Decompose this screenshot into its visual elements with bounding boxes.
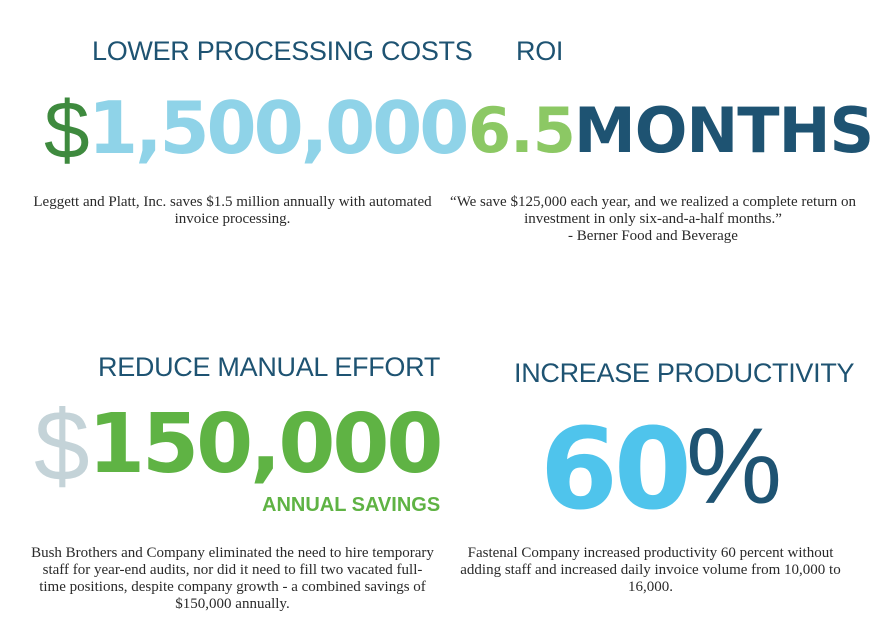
figure-months: MONTHS <box>574 94 874 167</box>
description-leggett-platt: Leggett and Platt, Inc. saves $1.5 milli… <box>33 194 432 227</box>
quote-berner: “We save $125,000 each year, and we real… <box>448 194 858 245</box>
description-fastenal: Fastenal Company increased productivity … <box>460 545 841 595</box>
figure-150000: 150,000 <box>88 397 443 492</box>
percent-sign: % <box>686 405 783 526</box>
heading-lower-processing-costs: LOWER PROCESSING COSTS <box>92 36 473 66</box>
heading-reduce-manual-effort: REDUCE MANUAL EFFORT <box>98 352 441 382</box>
figure-6-5: 6.5 <box>468 94 576 167</box>
dollar-sign-grey: $ <box>34 390 90 502</box>
figure-60: 60 <box>540 405 692 535</box>
quote-text: “We save $125,000 each year, and we real… <box>450 194 856 227</box>
quote-attribution: - Berner Food and Beverage <box>568 228 738 244</box>
heading-increase-productivity: INCREASE PRODUCTIVITY <box>514 358 855 388</box>
dollar-sign: $ <box>44 85 90 176</box>
annual-savings-label: ANNUAL SAVINGS <box>262 494 441 516</box>
description-bush-brothers: Bush Brothers and Company eliminated the… <box>31 545 434 612</box>
heading-roi: ROI <box>516 36 564 66</box>
figure-1500000: 1,500,000 <box>88 86 469 170</box>
